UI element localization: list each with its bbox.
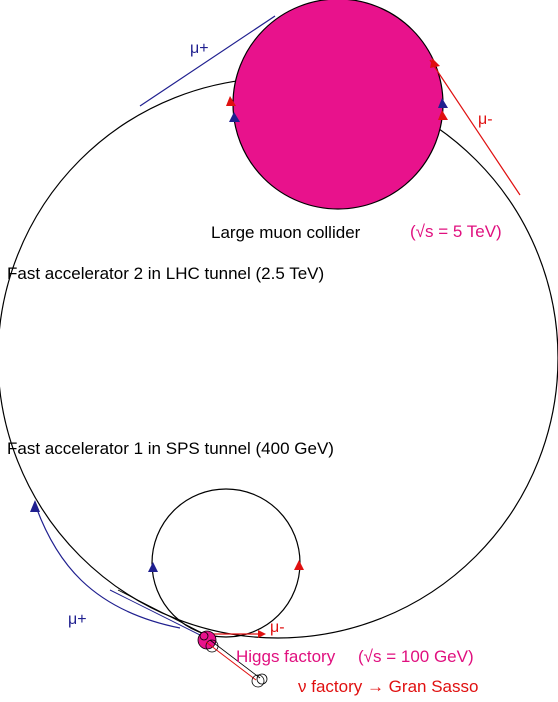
label-muon-minus-bottom: μ- (270, 619, 285, 636)
label-large-collider-energy: (√s = 5 TeV) (410, 222, 502, 241)
injection-line-1 (109, 589, 211, 641)
arrow-red-right (430, 58, 440, 68)
arrow-blue-lhc-left (30, 500, 40, 512)
nu-factory-ring-1 (251, 674, 265, 688)
arrow-blue-right (438, 98, 448, 108)
sps-ring (151, 488, 301, 638)
label-muon-plus-top: μ+ (190, 40, 209, 57)
label-higgs-energy: (√s = 100 GeV) (358, 647, 474, 666)
label-large-muon-collider: Large muon collider (211, 223, 361, 242)
label-nu-factory: ν factory → Gran Sasso (298, 677, 478, 696)
injection-line-2 (117, 589, 213, 639)
nu-factory-ring-2 (256, 673, 268, 685)
label-fast-accelerator-1: Fast accelerator 1 in SPS tunnel (400 Ge… (7, 439, 334, 458)
label-muon-minus-top: μ- (478, 111, 493, 128)
label-fast-accelerator-2: Fast accelerator 2 in LHC tunnel (2.5 Te… (7, 264, 324, 283)
arrow-blue-sps (148, 562, 158, 572)
label-muon-plus-bottom: μ+ (68, 611, 87, 628)
large-muon-collider-disk (232, 0, 444, 210)
nu-factory-beam-2 (209, 639, 261, 679)
muon-plus-arc-bottom (34, 503, 181, 629)
muon-minus-transfer-top (429, 59, 521, 196)
muon-plus-transfer-top (139, 15, 276, 107)
higgs-factory-ring-outer (199, 631, 209, 641)
label-higgs-factory: Higgs factory (236, 647, 336, 666)
arrow-red-sps (294, 560, 304, 570)
arrow-red-bottom (258, 630, 266, 638)
arrow-red-left (226, 96, 236, 106)
arrow-blue-left (229, 112, 240, 122)
arrow-red-right-2 (438, 110, 448, 120)
nu-factory-beam-1 (205, 641, 257, 681)
